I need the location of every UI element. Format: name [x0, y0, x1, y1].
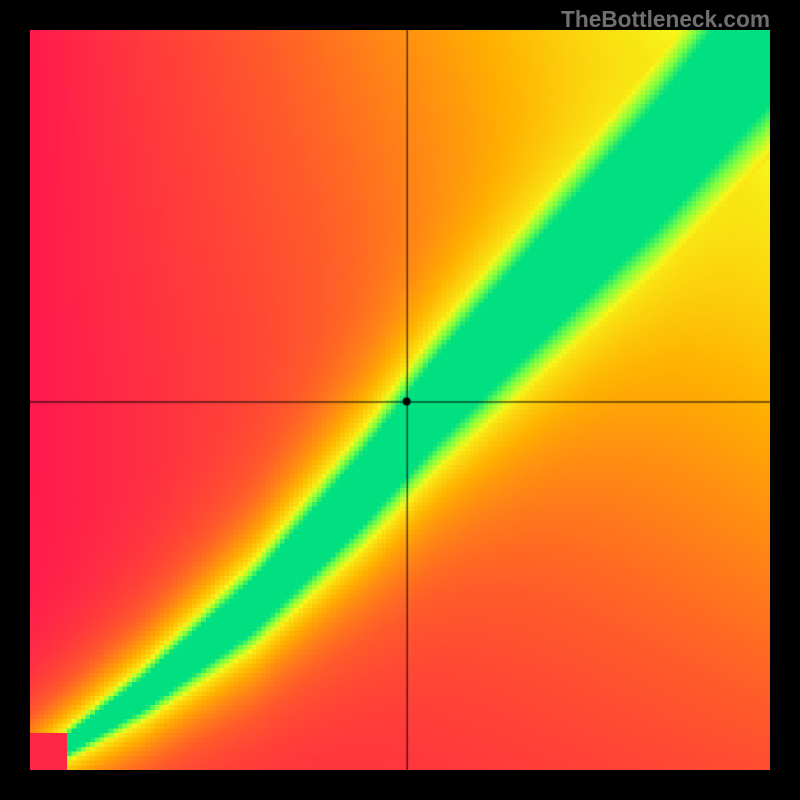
heatmap-canvas: [30, 30, 770, 770]
watermark-text: TheBottleneck.com: [561, 6, 770, 33]
chart-container: TheBottleneck.com: [0, 0, 800, 800]
